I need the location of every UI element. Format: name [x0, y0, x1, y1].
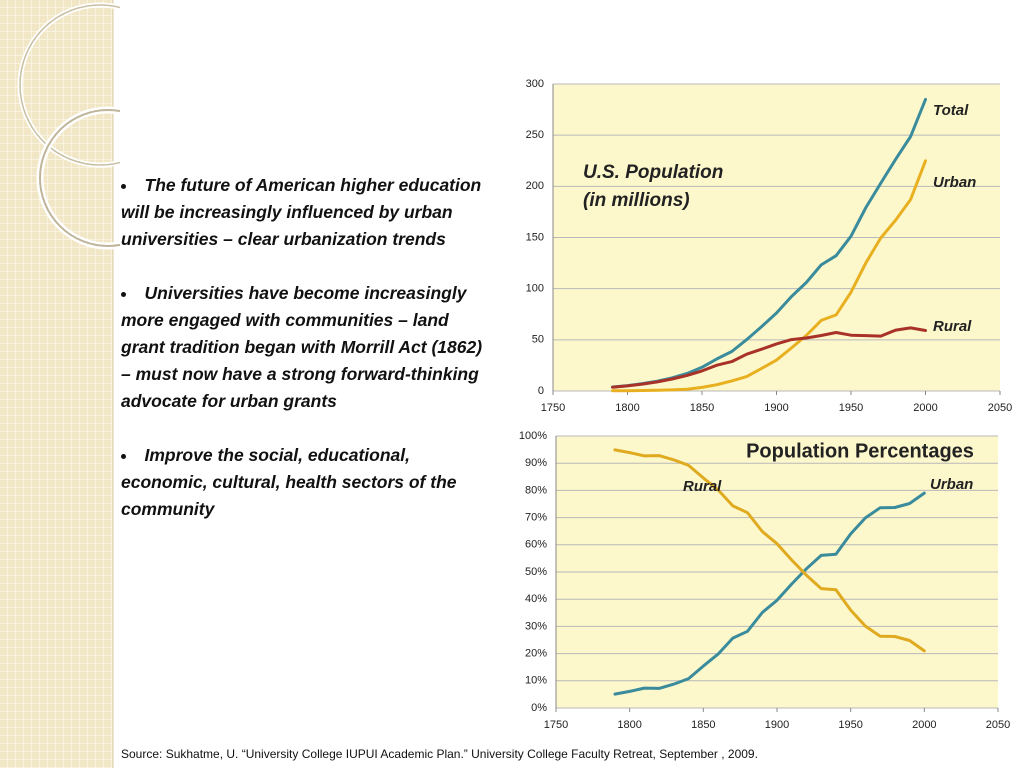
series-line	[611, 326, 927, 389]
deco-circle	[39, 109, 120, 247]
series-line	[611, 159, 927, 393]
y-tick-label: 150	[526, 231, 544, 243]
series-line	[613, 491, 926, 696]
series-label: Urban	[933, 174, 976, 191]
bullet: Universities have become increasingly mo…	[121, 280, 493, 415]
y-tick-label: 70%	[525, 512, 547, 524]
series-label: Rural	[933, 318, 972, 335]
bullet-list: The future of American higher education …	[121, 172, 493, 550]
bullet: Improve the social, educational, economi…	[121, 442, 493, 523]
y-tick-label: 90%	[525, 457, 547, 469]
y-tick-label: 250	[526, 129, 544, 141]
x-tick-label: 2050	[986, 719, 1010, 731]
series-line	[613, 448, 926, 653]
x-tick-label: 1850	[690, 402, 714, 414]
y-tick-label: 50	[532, 334, 544, 346]
source-note: Source: Sukhatme, U. “University College…	[121, 747, 758, 761]
y-tick-label: 200	[526, 180, 544, 192]
series-label: Urban	[930, 476, 973, 493]
bullet: The future of American higher education …	[121, 172, 493, 253]
deco-circle	[19, 4, 120, 166]
chart-subtitle: (in millions)	[583, 190, 690, 211]
y-tick-label: 300	[526, 78, 544, 90]
y-tick-label: 60%	[525, 539, 547, 551]
chart-title: Population Percentages	[746, 440, 974, 462]
y-tick-label: 30%	[525, 620, 547, 632]
x-tick-label: 1900	[765, 719, 789, 731]
y-tick-label: 50%	[525, 566, 547, 578]
x-tick-label: 2000	[913, 402, 937, 414]
x-tick-label: 2000	[912, 719, 936, 731]
decoration	[0, 0, 120, 768]
x-tick-label: 1950	[839, 402, 863, 414]
x-tick-label: 1950	[838, 719, 862, 731]
y-tick-label: 20%	[525, 648, 547, 660]
x-tick-label: 1900	[764, 402, 788, 414]
x-tick-label: 1750	[541, 402, 565, 414]
x-tick-label: 1800	[617, 719, 641, 731]
x-tick-label: 1800	[615, 402, 639, 414]
y-tick-label: 100%	[519, 430, 547, 442]
x-tick-label: 2050	[988, 402, 1012, 414]
y-tick-label: 40%	[525, 593, 547, 605]
series-label: Total	[933, 102, 969, 119]
y-tick-label: 100	[526, 283, 544, 295]
y-tick-label: 0	[538, 385, 544, 397]
y-tick-label: 10%	[525, 675, 547, 687]
y-tick-label: 80%	[525, 484, 547, 496]
x-tick-label: 1750	[544, 719, 568, 731]
series-label: Rural	[683, 478, 722, 495]
y-tick-label: 0%	[531, 702, 547, 714]
chart-title: U.S. Population	[583, 162, 723, 183]
x-tick-label: 1850	[691, 719, 715, 731]
charts: 0 50 100 150 200 250 300 1750 1800 1850 1900 1950 20…	[519, 78, 1012, 731]
pattern-strip	[0, 0, 113, 768]
